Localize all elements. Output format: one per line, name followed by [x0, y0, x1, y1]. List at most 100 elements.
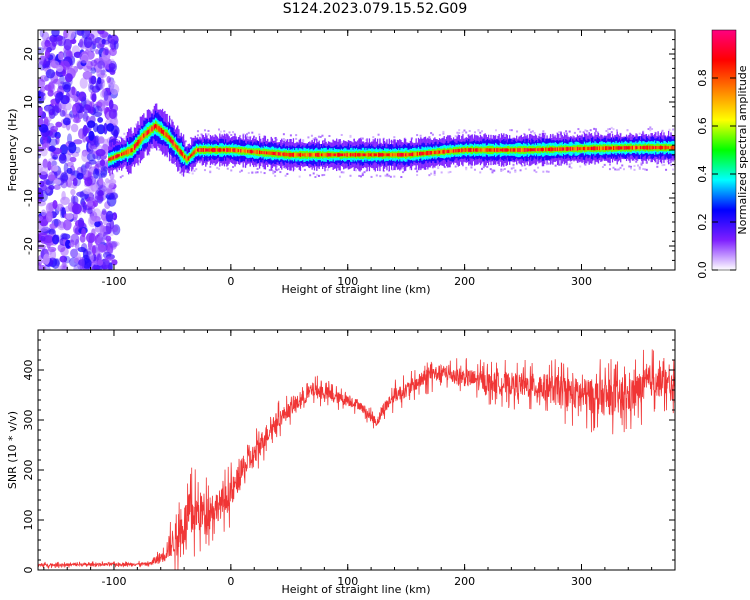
noise-blob [101, 88, 107, 98]
spectral-speck [217, 167, 220, 170]
ridge-cell [371, 152, 373, 157]
ridge-cell [178, 148, 180, 152]
spectral-speck [349, 174, 352, 177]
ridge-cell [324, 153, 326, 157]
ridge-cell [284, 152, 286, 157]
noise-blob [101, 101, 109, 107]
ridge-cell [151, 126, 153, 132]
spectral-speck [430, 132, 433, 135]
spectral-speck [433, 173, 436, 176]
spectral-speck [537, 166, 540, 169]
spectral-speck [577, 128, 580, 131]
spectral-speck [361, 137, 364, 140]
noise-blob [108, 240, 118, 248]
spectral-speck [579, 165, 582, 168]
spectral-speck [495, 129, 498, 132]
noise-blob [109, 47, 117, 57]
spectral-speck [668, 128, 671, 131]
spectral-speck [314, 176, 317, 179]
ridge-cell [574, 146, 576, 151]
ridge-cell [240, 148, 242, 153]
ridge-cell [486, 147, 489, 153]
noise-blob [47, 82, 55, 91]
ridge-cell [336, 153, 338, 157]
ridge-cell [562, 147, 565, 151]
spectral-speck [510, 129, 513, 132]
ridge-cell [191, 153, 193, 157]
ridge-cell [576, 146, 579, 151]
ridge-cell [470, 147, 472, 153]
ridge-cell [172, 140, 174, 146]
spectral-speck [389, 140, 392, 143]
ridge-cell [608, 146, 610, 150]
ridge-cell [585, 147, 587, 150]
bottom-panel-frame [37, 329, 676, 571]
ridge-cell [586, 146, 588, 151]
ridge-cell [466, 148, 469, 152]
spectral-speck [635, 133, 638, 136]
ridge-cell [549, 147, 552, 152]
ridge-cell [372, 153, 374, 157]
noise-blob [47, 174, 56, 181]
spectral-speck [461, 131, 464, 134]
ridge-cell [395, 153, 397, 157]
spectral-speck [279, 171, 282, 174]
ridge-cell [616, 146, 618, 150]
spectral-speck [486, 165, 489, 168]
ridge-cell [477, 148, 479, 152]
ridge-cell [505, 148, 507, 152]
ridge-cell [196, 148, 199, 152]
ridge-cell [309, 152, 311, 157]
spectral-speck [428, 136, 431, 139]
spectral-speck [286, 172, 289, 175]
ridge-cell [500, 148, 503, 152]
ridge-cell [367, 152, 369, 157]
spectral-speck [466, 134, 469, 137]
spectral-speck [551, 135, 554, 138]
ridge-cell [315, 153, 317, 157]
spectral-speck [547, 162, 550, 165]
spectral-speck [535, 163, 538, 166]
ridge-cell [117, 154, 119, 158]
ridge-cell [192, 151, 194, 156]
spectral-speck [493, 169, 496, 172]
spectral-speck [203, 129, 206, 132]
spectral-speck [656, 165, 659, 168]
noise-blob [39, 91, 47, 101]
ridge-cell [332, 153, 334, 157]
spectral-speck [247, 172, 250, 175]
ridge-cell [620, 146, 622, 150]
spectral-speck [566, 135, 569, 138]
ridge-cell [223, 148, 226, 152]
ridge-cell [208, 148, 210, 152]
spectral-speck [428, 174, 431, 177]
spectral-speck [431, 133, 434, 136]
noise-blob [95, 148, 106, 157]
ridge-cell [419, 151, 421, 156]
ridge-cell [320, 153, 323, 157]
spectral-speck [444, 166, 447, 169]
spectral-speck [533, 132, 536, 135]
ridge-cell [597, 146, 600, 151]
spectral-speck [601, 165, 604, 168]
spectral-speck [312, 138, 315, 141]
spectral-speck [558, 163, 561, 166]
spectral-speck [242, 133, 245, 136]
ridge-cell [471, 148, 473, 152]
ridge-cell [577, 147, 580, 151]
spectral-speck [601, 158, 604, 161]
spectral-speck [300, 141, 303, 144]
spectral-speck [547, 170, 550, 173]
spectral-speck [465, 168, 468, 171]
spectral-speck [247, 131, 250, 134]
ridge-cell [113, 155, 116, 160]
ridge-cell [213, 147, 215, 153]
noise-blob [89, 253, 94, 263]
ridge-cell [651, 145, 653, 150]
ridge-cell [354, 152, 357, 157]
ridge-cell [322, 153, 324, 157]
spectral-speck [633, 164, 636, 167]
noise-blob [84, 30, 92, 38]
spectral-speck [321, 174, 324, 177]
spectral-speck [649, 126, 652, 129]
